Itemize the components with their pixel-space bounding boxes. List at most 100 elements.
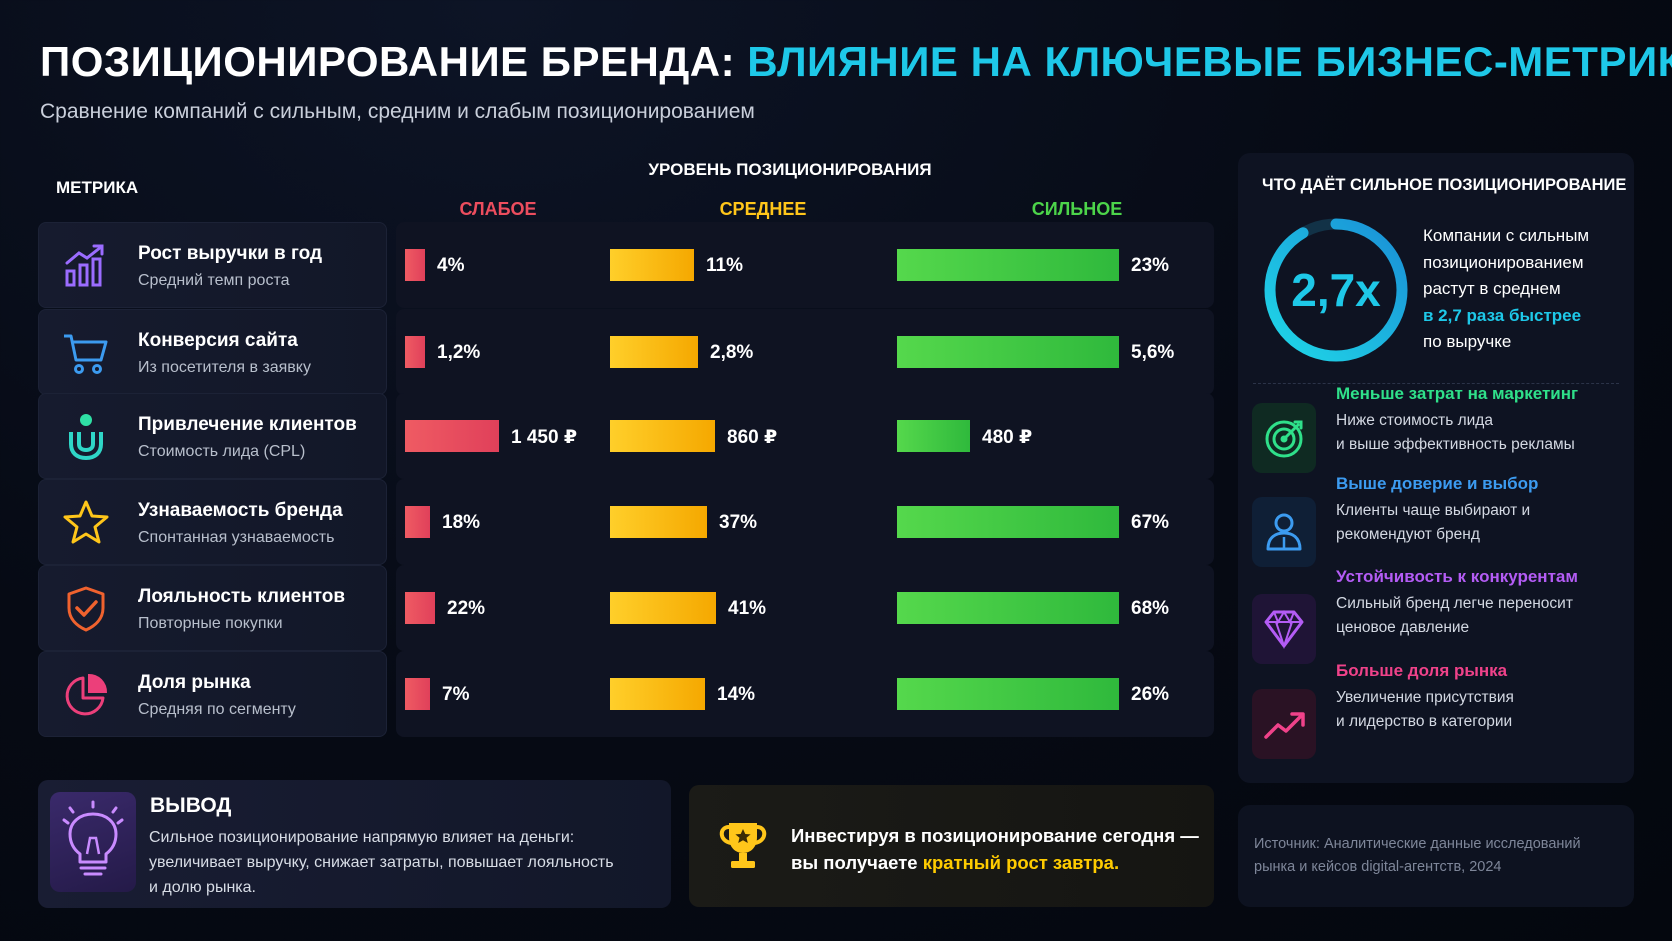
conclusion-line: увеличивает выручку, снижает затраты, по… <box>149 854 614 871</box>
metric-description: Средняя по сегменту <box>138 701 296 718</box>
bar-value-label: 11% <box>706 255 743 276</box>
benefits-panel-title: ЧТО ДАЁТ СИЛЬНОЕ ПОЗИЦИОНИРОВАНИЕ <box>1262 176 1627 194</box>
bar-medium <box>610 592 716 624</box>
benefit-desc-marketing: Ниже стоимость лида и выше эффективность… <box>1336 409 1626 457</box>
invest-card: Инвестируя в позиционирование сегодня — … <box>689 785 1214 907</box>
benefit-desc-line: Ниже стоимость лида <box>1336 412 1493 429</box>
bar-strong <box>897 336 1119 368</box>
bar-row: 22% 41% 68% <box>396 565 1214 651</box>
medium-column-header: СРЕДНЕЕ <box>719 199 807 219</box>
benefit-title-marketing: Меньше затрат на маркетинг <box>1336 384 1579 403</box>
bar-weak <box>405 249 425 281</box>
metric-card: Привлечение клиентов Стоимость лида (CPL) <box>38 393 387 479</box>
metric-name: Доля рынка <box>138 672 251 693</box>
target-icon <box>1265 420 1303 458</box>
bar-value-label: 7% <box>442 684 470 705</box>
bar-value-label: 68% <box>1131 598 1170 619</box>
conclusion-line: Сильное позиционирование напрямую влияет… <box>149 829 575 846</box>
bar-medium <box>610 678 705 710</box>
bar-medium <box>610 249 694 281</box>
bar-row: 4% 11% 23% <box>396 222 1214 308</box>
bar-strong <box>897 592 1119 624</box>
bar-value-label: 37% <box>719 512 758 533</box>
growth-chart-icon <box>61 241 111 291</box>
benefit-title-stability: Устойчивость к конкурентам <box>1336 567 1578 586</box>
star-icon <box>61 498 111 548</box>
metric-card: Доля рынка Средняя по сегменту <box>38 651 387 737</box>
source-line: Источник: Аналитические данные исследова… <box>1254 836 1581 852</box>
bar-medium <box>610 336 698 368</box>
metric-name: Узнаваемость бренда <box>138 500 343 521</box>
metric-card: Лояльность клиентов Повторные покупки <box>38 565 387 651</box>
metric-description: Стоимость лида (CPL) <box>138 443 306 460</box>
benefit-desc-share: Увеличение присутствия и лидерство в кат… <box>1336 686 1626 734</box>
diamond-icon <box>1264 610 1304 650</box>
bar-strong <box>897 506 1119 538</box>
bar-weak <box>405 420 499 452</box>
metric-card: Рост выручки в год Средний темп роста <box>38 222 387 308</box>
bar-weak <box>405 506 430 538</box>
metric-description: Повторные покупки <box>138 615 283 632</box>
metric-description: Из посетителя в заявку <box>138 359 311 376</box>
metric-name: Лояльность клиентов <box>138 586 346 607</box>
bar-value-label: 480 ₽ <box>982 427 1033 448</box>
conclusion-text: Сильное позиционирование напрямую влияет… <box>149 825 654 900</box>
conclusion-line: и долю рынка. <box>149 879 256 896</box>
benefit-desc-line: рекомендуют бренд <box>1336 526 1480 543</box>
metric-name: Привлечение клиентов <box>138 414 357 435</box>
invest-line-1: Инвестируя в позиционирование сегодня — <box>791 825 1199 846</box>
bar-value-label: 18% <box>442 512 481 533</box>
growth-desc-tail: по выручке <box>1423 332 1512 351</box>
benefit-desc-trust: Клиенты чаще выбирают и рекомендуют брен… <box>1336 499 1626 547</box>
bar-value-label: 1 450 ₽ <box>511 427 578 448</box>
benefit-desc-line: Клиенты чаще выбирают и <box>1336 502 1531 519</box>
lightbulb-icon-tile <box>50 792 136 892</box>
growth-desc-line-1: Компании с сильным <box>1423 226 1590 245</box>
pie-chart-icon <box>61 670 111 720</box>
trophy-icon <box>719 823 767 868</box>
invest-line-2-prefix: вы получаете <box>791 852 918 873</box>
bar-strong <box>897 420 970 452</box>
metric-description: Спонтанная узнаваемость <box>138 529 335 546</box>
user-icon-tile <box>1252 497 1316 567</box>
conclusion-card: ВЫВОД Сильное позиционирование напрямую … <box>38 780 671 908</box>
metric-card: Конверсия сайта Из посетителя в заявку <box>38 309 387 395</box>
bar-value-label: 860 ₽ <box>727 427 778 448</box>
invest-line-2-highlight: кратный рост завтра. <box>922 852 1120 873</box>
growth-description: Компании с сильным позиционированием рас… <box>1423 223 1623 356</box>
lightbulb-icon <box>62 800 124 876</box>
user-icon <box>1266 513 1302 551</box>
bar-row: 1 450 ₽ 860 ₽ 480 ₽ <box>396 393 1214 479</box>
bar-medium <box>610 506 707 538</box>
benefit-desc-line: и лидерство в категории <box>1336 713 1513 730</box>
metric-name: Рост выручки в год <box>138 243 323 264</box>
bar-row: 18% 37% 67% <box>396 479 1214 565</box>
page-subtitle: Сравнение компаний с сильным, средним и … <box>40 100 755 123</box>
strong-column-header: СИЛЬНОЕ <box>1031 199 1123 219</box>
growth-desc-line-2: позиционированием <box>1423 252 1584 272</box>
bar-weak <box>405 678 430 710</box>
target-icon-tile <box>1252 403 1316 473</box>
diamond-icon-tile <box>1252 594 1316 664</box>
page-title: ПОЗИЦИОНИРОВАНИЕ БРЕНДА: ВЛИЯНИЕ НА КЛЮЧ… <box>40 38 1672 86</box>
title-part-1: ПОЗИЦИОНИРОВАНИЕ БРЕНДА: <box>40 38 736 85</box>
bar-medium <box>610 420 715 452</box>
conclusion-title: ВЫВОД <box>150 794 232 817</box>
shield-check-icon <box>61 584 111 634</box>
metric-name: Конверсия сайта <box>138 330 298 351</box>
magnet-icon <box>61 412 111 462</box>
benefit-desc-line: Сильный бренд легче переносит <box>1336 595 1573 612</box>
bar-row: 7% 14% 26% <box>396 651 1214 737</box>
growth-desc-highlight: в 2,7 раза быстрее <box>1423 305 1582 325</box>
growth-desc-line-3: растут в среднем <box>1423 279 1561 298</box>
bar-row: 1,2% 2,8% 5,6% <box>396 309 1214 395</box>
bar-value-label: 2,8% <box>710 342 754 363</box>
bar-strong <box>897 678 1119 710</box>
bar-value-label: 22% <box>447 598 486 619</box>
bar-value-label: 41% <box>728 598 767 619</box>
benefit-desc-line: и выше эффективность рекламы <box>1336 436 1575 453</box>
trend-up-icon-tile <box>1252 689 1316 759</box>
bar-value-label: 4% <box>437 255 465 276</box>
bar-strong <box>897 249 1119 281</box>
panel-divider <box>1253 383 1619 384</box>
